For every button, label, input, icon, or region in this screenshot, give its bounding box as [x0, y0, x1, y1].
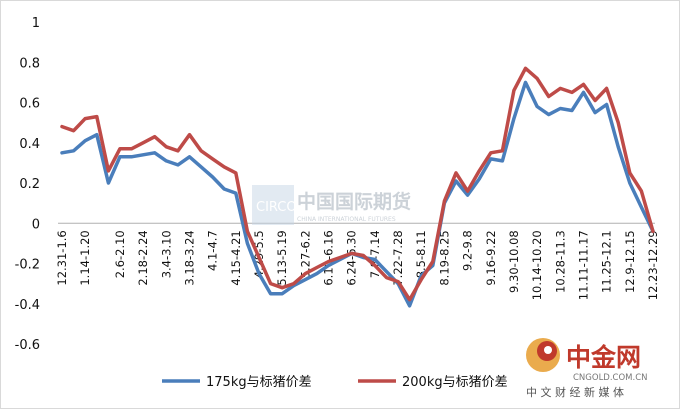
- circ-name-text: 中国国际期货: [297, 190, 411, 213]
- y-tick-label: 0.4: [19, 137, 40, 152]
- x-tick-label: 11.11-11.17: [576, 230, 590, 300]
- cngold-tagline-text: 中 文 财 经 新 媒 体: [526, 385, 624, 399]
- circ-watermark: CIRCO 中国国际期货 CHINA INTERNATIONAL FUTURES: [252, 185, 411, 225]
- x-tick-label: 2.18-2.24: [136, 230, 150, 285]
- x-tick-label: 6.24-6.30: [345, 230, 359, 285]
- x-tick-label: 7.22-7.28: [391, 230, 405, 285]
- x-tick-label: 9.30-10.08: [507, 230, 521, 293]
- x-tick-label: 5.13-5.19: [275, 230, 289, 285]
- y-tick-label: 0.8: [19, 56, 40, 71]
- x-tick-label: 4.1-4.7: [206, 230, 220, 271]
- y-tick-label: -0.6: [15, 338, 40, 353]
- legend-label-200kg: 200kg与标猪价差: [402, 375, 508, 390]
- x-tick-label: 9.2-9.8: [461, 230, 475, 271]
- x-tick-label: 8.5-8.11: [414, 230, 428, 278]
- x-tick-label: 11.25-12.1: [600, 230, 614, 293]
- y-axis: 1 0.8 0.6 0.4 0.2 0 -0.2 -0.4 -0.6: [15, 16, 40, 353]
- x-tick-label: 10.14-10.20: [530, 230, 544, 300]
- y-tick-label: 0.2: [19, 177, 40, 192]
- x-tick-label: 8.19-8.25: [437, 230, 451, 285]
- x-tick-label: 9.16-9.22: [484, 230, 498, 285]
- y-tick-label: 1: [32, 16, 40, 31]
- x-tick-label: 12.23-12.29: [646, 230, 660, 300]
- x-tick-label: 1.14-1.20: [78, 230, 92, 285]
- circ-subtitle-text: CHINA INTERNATIONAL FUTURES: [297, 216, 396, 223]
- x-tick-label: 7.8-7.14: [368, 230, 382, 278]
- x-tick-label: 10.28-11.3: [553, 230, 567, 293]
- legend-label-175kg: 175kg与标猪价差: [206, 375, 312, 390]
- y-tick-label: 0: [32, 217, 40, 232]
- x-tick-label: 12.31-1.6: [55, 230, 69, 285]
- legend: 175kg与标猪价差 200kg与标猪价差: [162, 375, 508, 390]
- x-tick-label: 6.10-6.16: [322, 230, 336, 285]
- x-tick-label: 4.15-4.21: [229, 230, 243, 285]
- cngold-domain-text: CNGOLD.COM.CN: [573, 373, 648, 383]
- cngold-watermark: 中金网 CNGOLD.COM.CN 中 文 财 经 新 媒 体: [526, 338, 648, 399]
- circ-logo-icon: [252, 185, 294, 225]
- series-layer: [60, 66, 655, 308]
- x-axis: 12.31-1.6 1.14-1.20 2.6-2.10 2.18-2.24 3.4-3…: [55, 230, 660, 300]
- x-tick-label: 12.9-12.15: [623, 230, 637, 293]
- y-tick-label: -0.2: [15, 258, 40, 273]
- cngold-name-text: 中金网: [566, 343, 641, 372]
- x-tick-label: 2.6-2.10: [113, 230, 127, 278]
- y-tick-label: 0.6: [19, 97, 40, 112]
- y-tick-label: -0.4: [15, 298, 40, 313]
- cngold-logo-dot-icon: [544, 346, 552, 354]
- x-tick-label: 5.27-6.2: [298, 230, 312, 278]
- x-tick-label: 3.4-3.10: [159, 230, 173, 278]
- x-tick-label: 3.18-3.24: [182, 230, 196, 285]
- series-line-200kg: [60, 66, 655, 302]
- circ-mark-text: CIRCO: [256, 200, 297, 215]
